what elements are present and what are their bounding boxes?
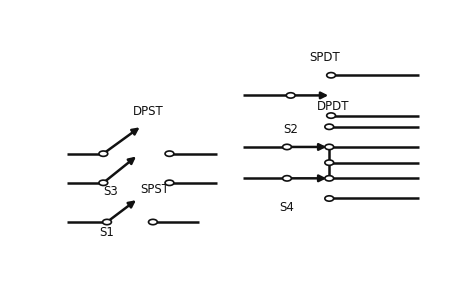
Text: S3: S3: [103, 185, 118, 198]
Text: SPDT: SPDT: [309, 51, 340, 64]
Text: DPDT: DPDT: [316, 100, 349, 113]
Text: SPST: SPST: [140, 183, 169, 196]
Circle shape: [283, 176, 292, 181]
Circle shape: [327, 113, 336, 118]
Circle shape: [102, 219, 111, 225]
Circle shape: [286, 93, 295, 98]
Circle shape: [327, 72, 336, 78]
Circle shape: [165, 180, 174, 185]
Circle shape: [325, 176, 334, 181]
Text: DPST: DPST: [133, 105, 164, 118]
Circle shape: [99, 180, 108, 185]
Circle shape: [165, 151, 174, 156]
Circle shape: [325, 196, 334, 201]
Circle shape: [325, 160, 334, 165]
Circle shape: [99, 151, 108, 156]
Circle shape: [148, 219, 157, 225]
Text: S1: S1: [100, 226, 114, 239]
Text: S4: S4: [280, 201, 294, 214]
Circle shape: [325, 144, 334, 150]
Text: S2: S2: [283, 123, 298, 136]
Circle shape: [325, 124, 334, 129]
Circle shape: [283, 144, 292, 150]
